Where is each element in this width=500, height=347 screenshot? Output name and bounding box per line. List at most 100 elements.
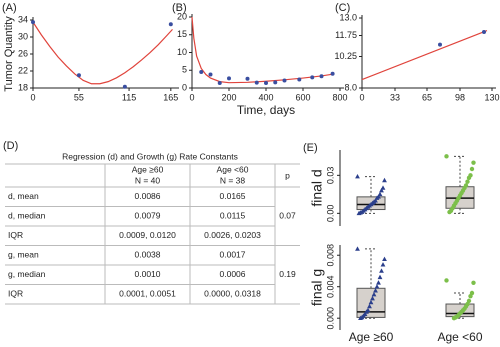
y-tick-label: 5 (182, 65, 187, 75)
data-point (374, 284, 380, 289)
data-point (447, 209, 452, 215)
table-caption: Regression (d) and Growth (g) Rate Const… (62, 151, 238, 161)
axis (361, 15, 496, 89)
data-point (376, 280, 381, 285)
data-point (358, 315, 363, 320)
table-header: Age <60 (217, 164, 249, 174)
data-point (368, 299, 374, 305)
x-tick-label: 98 (455, 92, 465, 102)
y-tick-label: 0.000 (325, 307, 335, 330)
y-tick-label: 0.03 (325, 167, 335, 185)
p-value: 0.19 (279, 269, 296, 279)
table-cell: 0.0001, 0.0051 (119, 289, 176, 299)
x-tick-label: Age <60 (437, 330, 482, 344)
table-cell: 0.0079 (135, 211, 161, 221)
data-point (371, 291, 377, 297)
whisker-low (365, 209, 377, 214)
table-cell: d, mean (8, 191, 39, 201)
table-header: Age ≥60 (132, 164, 164, 174)
panel-label: (C) (335, 2, 350, 14)
panel-label: (D) (3, 140, 18, 152)
data-point (282, 78, 287, 83)
x-tick-label: 115 (122, 92, 136, 102)
table-cell: 0.0009, 0.0120 (119, 230, 176, 240)
data-point (373, 288, 378, 293)
x-tick-label: 600 (295, 92, 310, 102)
y-tick-label: 34 (18, 14, 28, 24)
table-header: N = 38 (220, 175, 246, 185)
x-tick-label: 33 (390, 92, 400, 102)
panel-label: (E) (303, 142, 318, 154)
table-cell: 0.0115 (220, 211, 246, 221)
data-point (444, 278, 449, 283)
whisker-high (454, 155, 466, 187)
fit-curve (191, 16, 333, 84)
data-point (208, 72, 213, 77)
table-cell: 0.0086 (135, 191, 161, 201)
x-tick-label: 65 (422, 92, 432, 102)
table-cell: g, mean (8, 250, 39, 260)
data-point (356, 210, 362, 216)
data-point (319, 74, 324, 79)
table-cell: 0.0026, 0.0203 (204, 230, 261, 240)
data-point (355, 246, 360, 251)
y-tick-label: 0.00 (325, 205, 335, 223)
fit-curve (32, 21, 173, 85)
data-point (31, 20, 35, 25)
table-header: N = 40 (135, 175, 161, 185)
data-point (227, 76, 231, 81)
x-tick-label: 55 (74, 92, 84, 102)
y-tick-label: 18 (18, 82, 28, 92)
y-tick-label: 0.008 (325, 244, 335, 267)
table-cell: IQR (8, 289, 23, 299)
data-point (438, 42, 442, 47)
fit-curve (361, 30, 488, 81)
whisker-high (365, 176, 377, 197)
x-tick-label: 0 (189, 92, 194, 102)
data-point (465, 179, 470, 184)
y-axis-label: final g (309, 269, 325, 306)
data-point (471, 280, 476, 285)
data-point (168, 22, 173, 27)
table-cell: 0.0006 (220, 269, 246, 279)
x-tick-label: 0 (30, 92, 35, 102)
y-tick-label: 8.0 (344, 82, 357, 92)
data-point (355, 174, 360, 179)
panel-label: (A) (2, 2, 17, 14)
y-axis-label: final d (309, 169, 325, 206)
data-point (382, 256, 387, 261)
data-point (273, 80, 278, 85)
y-tick-label: 0 (182, 82, 187, 92)
x-tick-label: 800 (332, 92, 347, 102)
x-tick-label: 400 (258, 92, 273, 102)
data-point (245, 76, 250, 81)
data-point (379, 268, 384, 273)
table-cell: g, median (8, 269, 46, 279)
table-cell: d, median (8, 211, 46, 221)
data-point (379, 187, 384, 193)
data-point (76, 73, 81, 78)
x-tick-label: Age ≥60 (349, 330, 394, 344)
y-tick-label: 11.75 (335, 30, 357, 40)
y-tick-label: 22 (18, 65, 28, 75)
data-point (468, 293, 473, 299)
y-tick-label: 30 (18, 31, 28, 41)
table-cell: 0.0017 (220, 250, 246, 260)
data-point (370, 295, 375, 301)
data-point (297, 77, 302, 82)
x-tick-label: 130 (484, 92, 499, 102)
data-point (217, 81, 222, 86)
data-point (380, 262, 386, 267)
data-point (199, 70, 204, 75)
data-point (367, 303, 372, 309)
table-cell: IQR (8, 230, 23, 240)
y-tick-label: 10.25 (334, 51, 357, 61)
x-axis-label: Time, days (237, 103, 295, 117)
data-point (254, 80, 259, 85)
x-tick-label: 200 (221, 92, 236, 102)
data-point (466, 175, 472, 181)
data-point (377, 274, 383, 280)
y-tick-label: 20 (177, 11, 187, 21)
x-tick-label: 0 (359, 92, 364, 102)
